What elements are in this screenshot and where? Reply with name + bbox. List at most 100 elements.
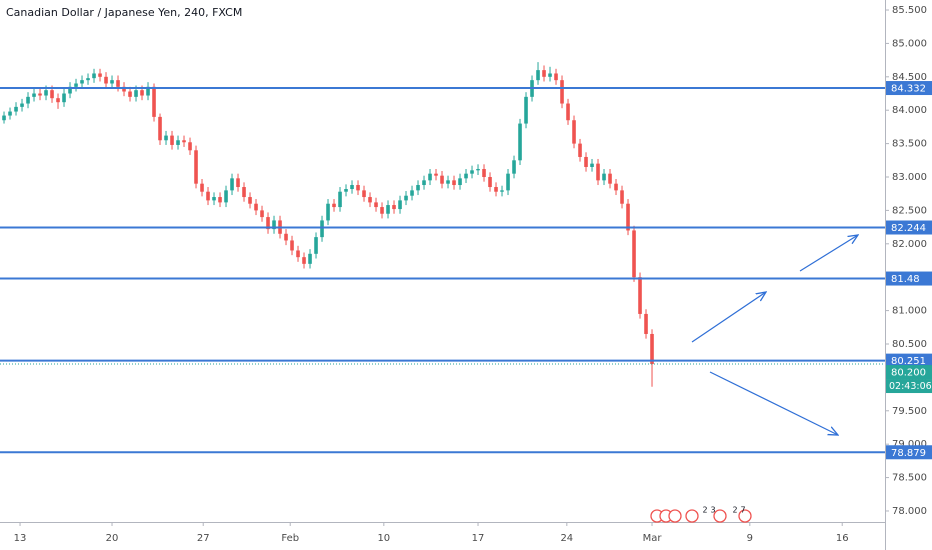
candle-body (20, 103, 24, 107)
candle-body (260, 210, 264, 218)
candle-body (290, 240, 294, 251)
level-label: 81.48 (891, 274, 920, 285)
candle-body (50, 90, 54, 99)
event-icon (713, 509, 727, 523)
candle-body (584, 156, 588, 167)
candle-body (554, 73, 558, 81)
candle-body (434, 173, 438, 176)
candle-body (146, 86, 150, 96)
x-tick-label: 24 (560, 533, 573, 544)
level-label: 82.244 (891, 223, 926, 234)
candle-body (548, 73, 552, 77)
candle-body (494, 187, 498, 192)
event-icon (685, 509, 699, 523)
candle-body (452, 180, 456, 186)
candle-body (458, 178, 462, 186)
event-icons (650, 509, 752, 523)
last-price-bg (886, 365, 932, 380)
candle-body (302, 257, 306, 264)
candle-body (110, 80, 114, 84)
candle-body (254, 203, 258, 211)
candle-body (128, 91, 132, 97)
candle-body (314, 237, 318, 254)
candle-body (620, 190, 624, 204)
arrow (691, 292, 766, 343)
candle-body (122, 86, 126, 92)
event-badge: 2 (702, 506, 707, 515)
candle-body (56, 98, 60, 103)
candle-body (542, 70, 546, 77)
y-tick-label: 78.500 (892, 473, 927, 484)
candle-body (638, 277, 642, 314)
y-tick-label: 83.000 (892, 172, 927, 183)
candle-body (500, 190, 504, 192)
y-tick-label: 85.000 (892, 38, 927, 49)
event-icon (668, 509, 682, 523)
countdown-label: 02:43:06 (889, 381, 932, 392)
candle-body (116, 80, 120, 87)
candle-body (614, 183, 618, 191)
level-label-bg (886, 220, 932, 235)
x-tick-label: 27 (197, 533, 210, 544)
candle-body (272, 220, 276, 230)
candle-body (428, 173, 432, 181)
candle-body (140, 90, 144, 96)
candle-body (632, 230, 636, 278)
level-label-bg (886, 271, 932, 286)
candle-body (410, 190, 414, 196)
event-badge: 7 (740, 506, 745, 515)
candle-body (524, 96, 528, 124)
x-tick-label: 16 (836, 533, 849, 544)
candle-body (62, 93, 66, 103)
candle-body (626, 203, 630, 231)
candle-body (362, 190, 366, 198)
x-tick-label: 9 (747, 533, 753, 544)
candle-body (512, 160, 516, 174)
level-label-bg (886, 353, 932, 368)
event-badge: 2 (732, 506, 737, 515)
y-tick-label: 84.500 (892, 72, 927, 83)
y-tick-label: 79.500 (892, 406, 927, 417)
candle-body (602, 173, 606, 181)
candle-body (8, 111, 12, 116)
y-tick-label: 81.000 (892, 306, 927, 317)
candle-body (398, 200, 402, 210)
level-label: 78.879 (891, 448, 926, 459)
countdown-bg (886, 379, 932, 394)
level-label-bg (886, 81, 932, 96)
candle-body (74, 83, 78, 87)
arrow (709, 371, 838, 435)
candle-body (194, 150, 198, 184)
x-tick-label: 13 (14, 533, 27, 544)
candle-body (68, 86, 72, 94)
y-tick-label: 79.000 (892, 439, 927, 450)
candle-body (344, 189, 348, 192)
candle-body (320, 220, 324, 238)
candle-body (350, 185, 354, 190)
candle-body (92, 73, 96, 79)
x-tick-label: 20 (106, 533, 119, 544)
candle-body (32, 93, 36, 97)
candle-body (248, 197, 252, 204)
candle-body (218, 197, 222, 203)
candle-body (536, 70, 540, 81)
candle-body (242, 187, 246, 198)
x-tick-label: Feb (281, 533, 299, 544)
candle-body (2, 115, 6, 121)
y-tick-label: 82.000 (892, 239, 927, 250)
candle-body (230, 178, 234, 191)
level-label: 80.251 (891, 356, 926, 367)
candle-body (446, 180, 450, 184)
candle-body (212, 197, 216, 201)
candle-body (644, 313, 648, 334)
candle-body (650, 333, 654, 365)
candle-body (332, 203, 336, 208)
y-tick-label: 80.500 (892, 339, 927, 350)
y-tick-label: 84.000 (892, 105, 927, 116)
candle-body (170, 135, 174, 145)
candle-body (152, 86, 156, 117)
candle-body (200, 183, 204, 192)
candle-body (374, 202, 378, 208)
candle-body (560, 80, 564, 104)
